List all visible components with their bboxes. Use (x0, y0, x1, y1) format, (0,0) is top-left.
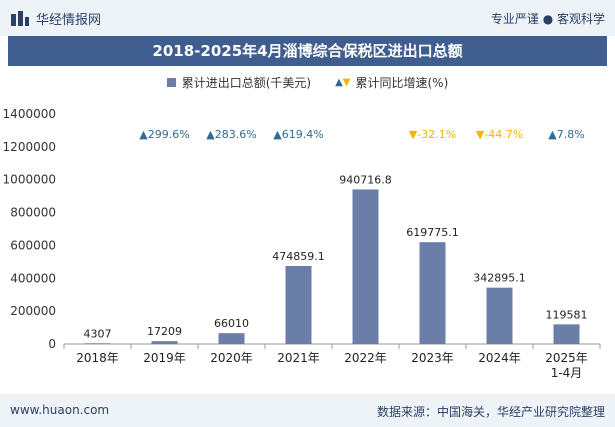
y-tick-label: 1400000 (3, 107, 56, 121)
x-tick-label: 2021年 (277, 351, 320, 365)
legend-growth-label: 累计同比增速(%) (355, 76, 449, 90)
legend-triangle-icon: ▲ ▼ (335, 77, 351, 88)
growth-label: ▼-32.1% (409, 128, 456, 141)
bar (151, 341, 178, 344)
tagline: 专业严谨 ● 客观科学 (490, 12, 605, 26)
bar-value-label: 619775.1 (406, 226, 459, 239)
bar-value-label: 66010 (214, 317, 249, 330)
y-tick-label: 0 (48, 337, 56, 351)
bar-value-label: 17209 (147, 325, 182, 338)
bar (553, 324, 580, 344)
bar (419, 242, 446, 344)
x-tick-label: 2022年 (344, 351, 387, 365)
x-tick-label: 1-4月 (551, 366, 583, 380)
growth-label: ▲283.6% (206, 128, 256, 141)
brand-logo-icon (11, 10, 29, 26)
x-tick-label: 2024年 (478, 351, 521, 365)
x-tick-label: 2023年 (411, 351, 454, 365)
bar-value-label: 342895.1 (473, 272, 526, 285)
bar-value-label: 119581 (546, 308, 588, 321)
y-tick-label: 1000000 (3, 173, 56, 187)
bar (218, 333, 245, 344)
y-tick-label: 1200000 (3, 140, 56, 154)
x-tick-label: 2025年 (545, 351, 588, 365)
growth-label: ▲7.8% (548, 128, 584, 141)
bar (84, 343, 111, 344)
bar-value-label: 4307 (84, 327, 112, 340)
bar-value-label: 474859.1 (272, 250, 325, 263)
y-tick-label: 600000 (10, 238, 56, 252)
x-tick-label: 2019年 (143, 351, 186, 365)
x-tick-label: 2020年 (210, 351, 253, 365)
growth-label: ▲619.4% (273, 128, 323, 141)
legend-item-bars: 累计进出口总额(千美元) (166, 74, 312, 91)
legend-item-growth: ▲ ▼ 累计同比增速(%) (335, 74, 448, 91)
growth-label: ▲299.6% (139, 128, 189, 141)
chart-title: 2018-2025年4月淄博综合保税区进出口总额 (8, 36, 607, 66)
footer-source: 数据来源：中国海关，华经产业研究院整理 (376, 405, 605, 419)
y-tick-label: 200000 (10, 304, 56, 318)
brand-name: 华经情报网 (36, 13, 102, 28)
y-tick-label: 800000 (10, 206, 56, 220)
footer-website[interactable]: www.huaon.com (10, 403, 110, 417)
legend: 累计进出口总额(千美元) ▲ ▼ 累计同比增速(%) (0, 74, 615, 91)
x-tick-label: 2018年 (76, 351, 119, 365)
bar (352, 189, 379, 344)
bar-value-label: 940716.8 (339, 173, 392, 186)
brand: 华经情报网 (10, 9, 101, 28)
bar (285, 265, 312, 344)
legend-bar-swatch (166, 78, 176, 87)
y-tick-label: 400000 (10, 271, 56, 285)
top-bar: 华经情报网 专业严谨 ● 客观科学 (0, 0, 615, 36)
bar (486, 287, 513, 344)
legend-bar-label: 累计进出口总额(千美元) (181, 76, 312, 90)
growth-label: ▼-44.7% (476, 128, 523, 141)
footer: www.huaon.com 数据来源：中国海关，华经产业研究院整理 (0, 394, 615, 427)
